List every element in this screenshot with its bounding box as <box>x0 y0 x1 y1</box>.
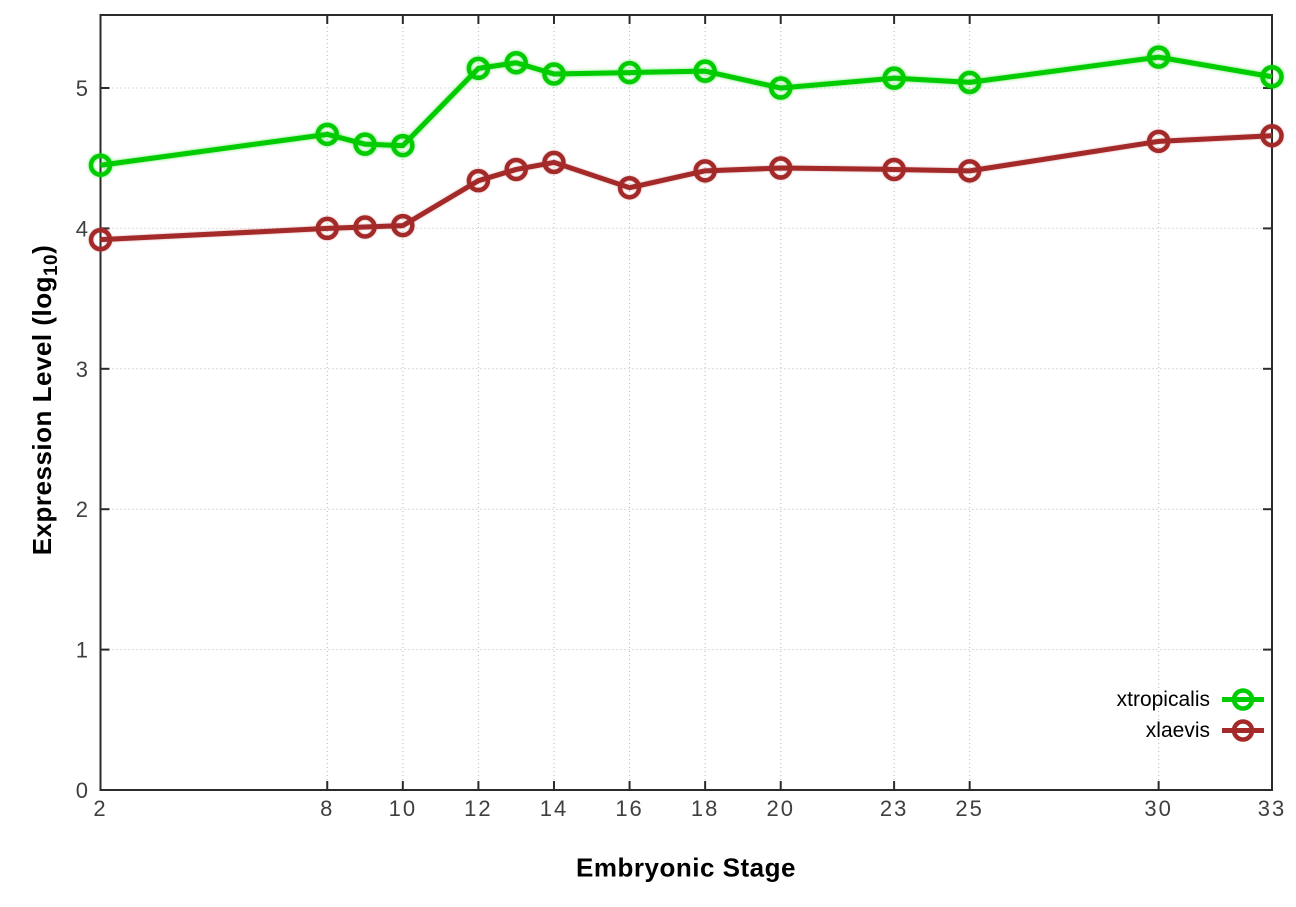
y-tick-label: 4 <box>76 216 90 241</box>
data-point-xlaevis <box>957 159 982 183</box>
data-point-xtropicalis <box>466 56 491 81</box>
x-tick-label: 2 <box>93 796 107 821</box>
data-point-xtropicalis <box>315 122 339 147</box>
series-xlaevis <box>88 123 1284 252</box>
data-point-xtropicalis <box>1146 45 1171 69</box>
data-point-xlaevis <box>542 150 566 175</box>
data-point-xlaevis <box>693 159 717 183</box>
data-point-xlaevis <box>1146 129 1171 154</box>
legend-circle-sample <box>1231 719 1255 742</box>
x-tick-label: 30 <box>1144 796 1172 821</box>
x-tick-label: 20 <box>766 796 794 821</box>
series-xtropicalis <box>88 45 1284 177</box>
chart-legend: xtropicalis xlaevis <box>1117 686 1266 744</box>
x-tick-label: 10 <box>389 796 417 821</box>
x-tick-label: 14 <box>540 796 568 821</box>
data-point-xtropicalis <box>542 62 566 86</box>
y-tick-label: 1 <box>76 638 90 663</box>
data-point-xtropicalis <box>693 59 717 83</box>
y-axis-title: Expression Level (log10) <box>27 245 63 556</box>
data-point-xlaevis <box>391 213 415 238</box>
series-xlaevis-line <box>100 133 1273 243</box>
y-axis-title-text: Expression Level (log <box>26 276 57 556</box>
x-tick-label: 12 <box>464 796 492 821</box>
data-point-xlaevis <box>1260 123 1284 148</box>
data-point-xtropicalis <box>957 70 982 95</box>
series-xtropicalis-line <box>100 54 1273 168</box>
data-point-xtropicalis <box>353 132 377 156</box>
data-point-xlaevis <box>88 227 113 252</box>
data-point-xtropicalis <box>882 66 906 90</box>
data-point-xlaevis <box>617 175 642 200</box>
y-tick-label: 5 <box>76 76 90 101</box>
data-point-xtropicalis <box>617 60 642 85</box>
y-tick-label: 3 <box>76 357 90 382</box>
data-point-xtropicalis <box>88 153 113 177</box>
data-point-xlaevis <box>882 157 906 182</box>
x-tick-label: 8 <box>320 796 334 821</box>
plot-border <box>99 14 1273 791</box>
data-point-xlaevis <box>504 157 528 182</box>
data-point-xlaevis <box>466 168 491 193</box>
data-point-xtropicalis <box>1260 65 1284 89</box>
y-tick-label: 2 <box>76 497 90 522</box>
x-tick-label: 25 <box>955 796 983 821</box>
data-point-xlaevis <box>315 216 339 241</box>
legend-label-xtropicalis: xtropicalis <box>1116 687 1210 711</box>
y-axis-title-subscript: 10 <box>41 253 63 277</box>
y-axis-title-suffix: ) <box>26 244 57 254</box>
x-tick-label: 18 <box>691 796 719 821</box>
x-tick-label: 33 <box>1258 796 1286 821</box>
legend-circle-sample <box>1231 688 1255 711</box>
data-point-xtropicalis <box>391 133 415 158</box>
x-tick-label: 23 <box>880 796 908 821</box>
data-point-xtropicalis <box>768 76 793 100</box>
y-tick-label: 0 <box>76 778 90 803</box>
legend-row-xtropicalis: xtropicalis <box>1117 686 1266 713</box>
x-tick-label: 16 <box>615 796 643 821</box>
legend-marker-xtropicalis <box>1222 688 1264 711</box>
data-point-xtropicalis <box>504 50 528 75</box>
legend-label-xlaevis: xlaevis <box>1145 718 1210 742</box>
x-axis-title: Embryonic Stage <box>576 852 796 883</box>
data-point-xlaevis <box>768 156 793 180</box>
data-point-xlaevis <box>353 215 377 239</box>
legend-marker-xlaevis <box>1222 719 1264 742</box>
legend-row-xlaevis: xlaevis <box>1146 717 1266 744</box>
